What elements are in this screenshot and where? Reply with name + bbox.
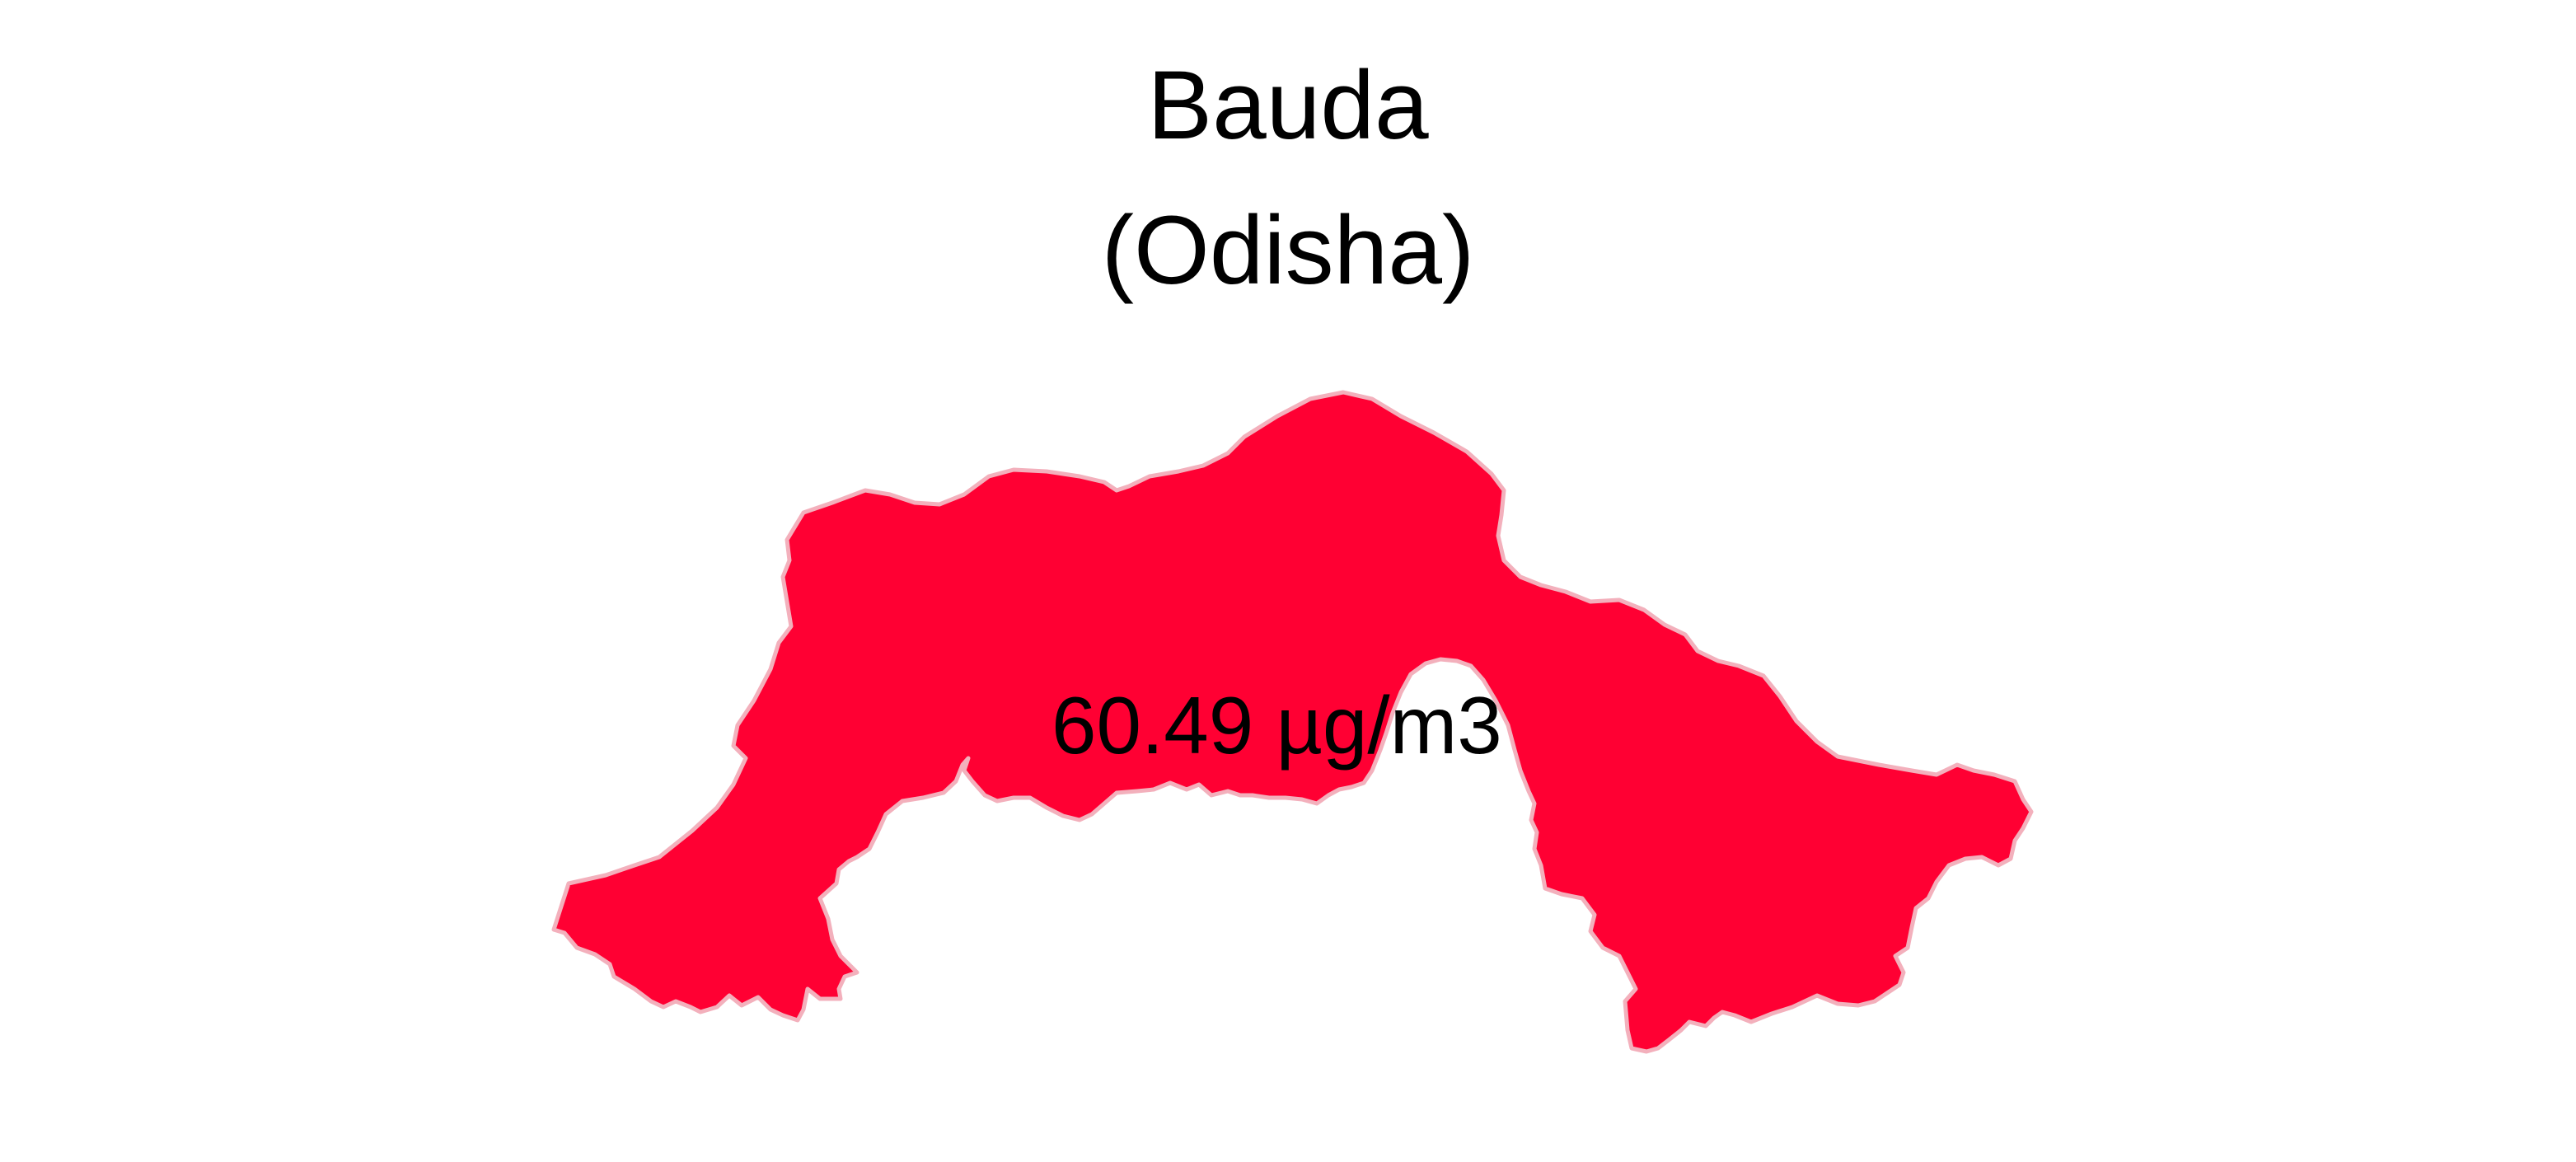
map-title-block: Bauda (Odisha)	[0, 33, 2576, 323]
district-region-bauda	[551, 390, 2034, 1054]
map-subtitle: (Odisha)	[1101, 196, 1475, 305]
region-value-label: 60.49 µg/m3	[1051, 680, 1502, 771]
map-title: Bauda	[1147, 51, 1429, 160]
